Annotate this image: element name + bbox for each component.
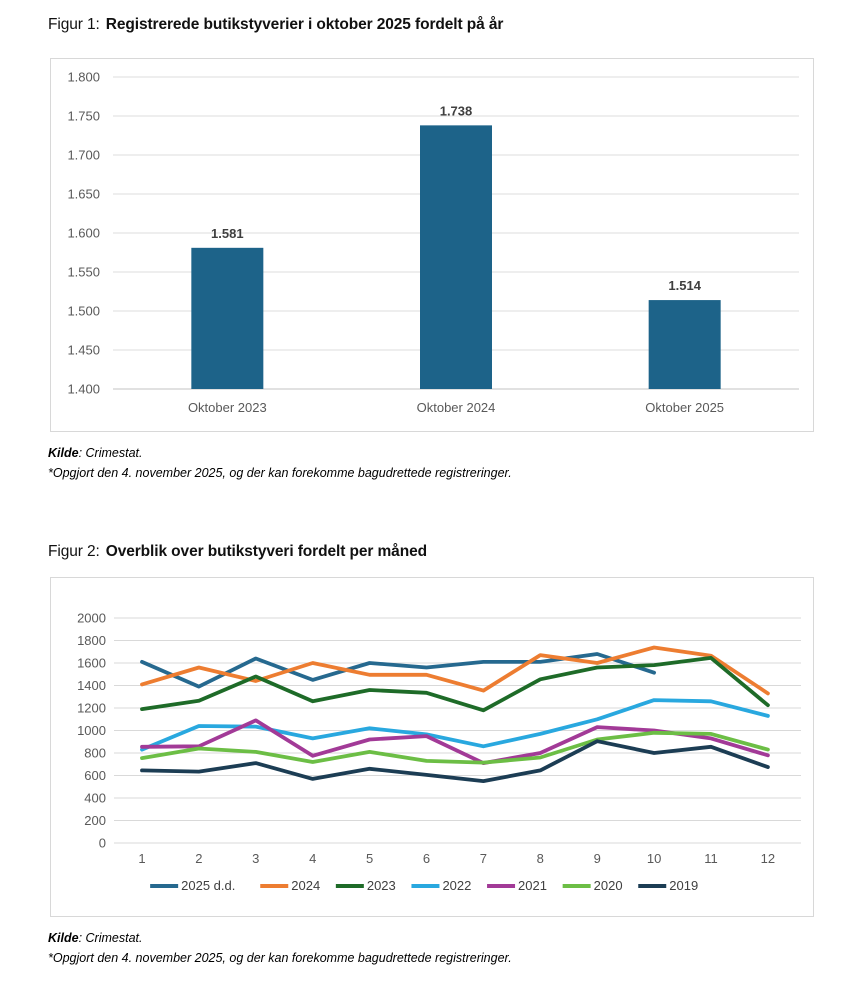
y-axis-tick-label: 1800 xyxy=(77,633,106,648)
figure2-source: Kilde: Crimestat. *Opgjort den 4. novemb… xyxy=(48,928,814,968)
y-axis-tick-label: 1.600 xyxy=(67,226,100,241)
x-axis-tick-label: 6 xyxy=(423,851,430,866)
bar xyxy=(648,300,721,389)
figure1-footnote: *Opgjort den 4. november 2025, og der ka… xyxy=(48,466,512,480)
y-axis-tick-label: 2000 xyxy=(77,611,106,626)
y-axis-tick-label: 200 xyxy=(84,813,106,828)
legend-label: 2023 xyxy=(367,878,396,893)
figure2-title-text: Overblik over butikstyveri fordelt per m… xyxy=(105,543,427,560)
bar-value-label: 1.738 xyxy=(440,103,473,118)
figure1-title: Figur 1: Registrerede butikstyverier i ok… xyxy=(48,14,814,36)
legend-label: 2020 xyxy=(594,878,623,893)
bar-value-label: 1.581 xyxy=(211,226,244,241)
x-axis-tick-label: 11 xyxy=(704,851,718,866)
y-axis-tick-label: 1000 xyxy=(77,723,106,738)
source-text: : Crimestat. xyxy=(78,446,143,460)
legend-label: 2024 xyxy=(291,878,320,893)
legend-item-2022: 2022 xyxy=(411,878,471,893)
bar-value-label: 1.514 xyxy=(668,278,701,293)
x-axis-tick-label: 8 xyxy=(537,851,544,866)
figure2-chart-frame: 0 200 400 600 800 1000 1200 1400 1600 1800 2000 1 2 3… xyxy=(50,577,814,917)
legend-label: 2021 xyxy=(518,878,547,893)
figure2-footnote: *Opgjort den 4. november 2025, og der ka… xyxy=(48,951,512,965)
y-axis-tick-label: 0 xyxy=(99,836,106,851)
x-axis-tick-label: 10 xyxy=(647,851,661,866)
legend-swatch xyxy=(335,884,364,888)
bar xyxy=(191,247,264,389)
y-axis-tick-label: 1.650 xyxy=(67,187,100,202)
y-axis-tick-label: 1.450 xyxy=(67,343,100,358)
y-axis-tick-label: 1.500 xyxy=(67,304,100,319)
legend-item-2023: 2023 xyxy=(335,878,396,893)
y-axis-tick-label: 1.750 xyxy=(67,109,100,124)
figure2-source-line: Kilde: Crimestat. xyxy=(48,928,814,948)
x-axis-category-label: Oktober 2025 xyxy=(645,400,724,415)
x-axis-tick-label: 1 xyxy=(138,851,145,866)
line-series-2023 xyxy=(140,656,770,713)
figure1-title-text: Registrerede butikstyverier i oktober 20… xyxy=(105,16,504,33)
legend-item-2024: 2024 xyxy=(260,878,320,893)
legend-swatch xyxy=(260,884,289,888)
figure2-label: Figur 2: xyxy=(48,543,100,560)
figure2-title: Figur 2: Overblik over butikstyveri forde… xyxy=(48,541,814,563)
y-axis-tick-label: 1.700 xyxy=(67,148,100,163)
legend-swatch xyxy=(150,884,179,888)
y-axis-tick-label: 1.800 xyxy=(67,70,100,85)
legend-label: 2019 xyxy=(669,878,698,893)
x-axis-tick-label: 9 xyxy=(594,851,601,866)
source-text: : Crimestat. xyxy=(78,931,143,945)
figure1-label: Figur 1: xyxy=(48,16,100,33)
y-axis-tick-label: 400 xyxy=(84,791,106,806)
x-axis-category-label: Oktober 2023 xyxy=(188,400,267,415)
legend-swatch xyxy=(487,884,516,888)
figure1-bar-chart: 1.400 1.450 1.500 1.550 1.600 1.650 1.700 1.750… xyxy=(67,70,799,415)
x-axis-tick-label: 12 xyxy=(761,851,775,866)
figure1-chart-frame: 1.400 1.450 1.500 1.550 1.600 1.650 1.700 1.750… xyxy=(50,58,814,432)
source-label: Kilde xyxy=(48,446,79,460)
x-axis-tick-label: 2 xyxy=(195,851,202,866)
legend-swatch xyxy=(638,884,667,888)
legend-label: 2022 xyxy=(442,878,471,893)
legend-item-2021: 2021 xyxy=(487,878,547,893)
x-axis-category-label: Oktober 2024 xyxy=(417,400,496,415)
legend-label: 2025 d.d. xyxy=(181,878,235,893)
y-axis-tick-label: 1.400 xyxy=(67,382,100,397)
line-series-2020 xyxy=(140,730,770,765)
figure1-source-line: Kilde: Crimestat. xyxy=(48,443,814,463)
bar xyxy=(420,125,492,390)
legend-swatch xyxy=(411,884,440,888)
legend-swatch xyxy=(562,884,591,888)
x-axis-tick-label: 7 xyxy=(480,851,487,866)
x-axis-tick-label: 3 xyxy=(252,851,259,866)
y-axis-tick-label: 1.550 xyxy=(67,265,100,280)
y-axis-tick-label: 1600 xyxy=(77,656,106,671)
y-axis-tick-label: 1200 xyxy=(77,701,106,716)
line-series-2019 xyxy=(140,739,770,783)
legend-item-2019: 2019 xyxy=(638,878,698,893)
x-axis-tick-label: 4 xyxy=(309,851,316,866)
y-axis-tick-label: 800 xyxy=(84,746,106,761)
y-axis-tick-label: 600 xyxy=(84,768,106,783)
source-label: Kilde xyxy=(48,931,79,945)
legend-item-2025 d.d.: 2025 d.d. xyxy=(150,878,235,893)
legend-item-2020: 2020 xyxy=(562,878,623,893)
x-axis-tick-label: 5 xyxy=(366,851,373,866)
y-axis-tick-label: 1400 xyxy=(77,678,106,693)
figure1-source: Kilde: Crimestat. *Opgjort den 4. novemb… xyxy=(48,443,814,483)
